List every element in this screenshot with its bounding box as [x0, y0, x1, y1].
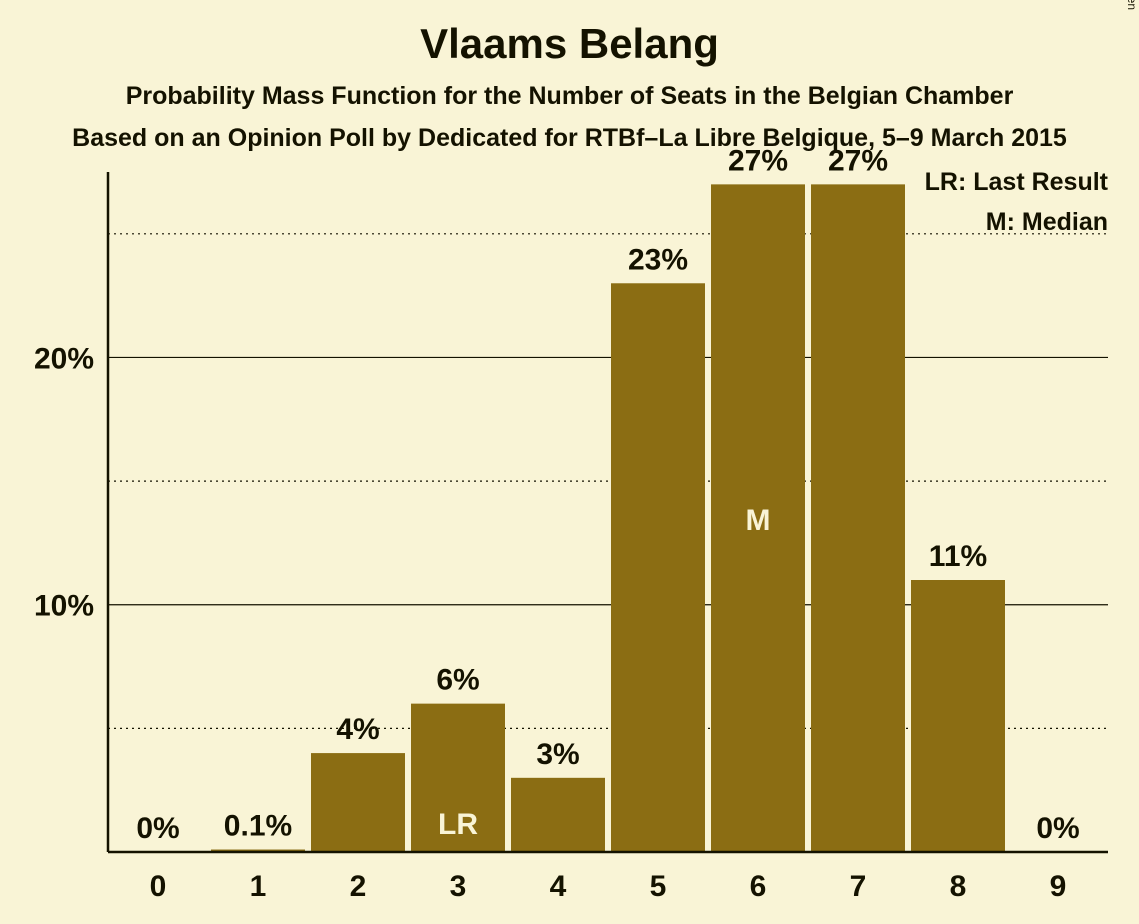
bar-value-label: 0.1%	[224, 810, 292, 843]
x-tick-label: 0	[150, 870, 167, 903]
x-tick-label: 2	[350, 870, 367, 903]
bar-inner-label: LR	[438, 808, 478, 841]
bar-value-label: 11%	[929, 540, 987, 573]
chart-subtitle-1: Probability Mass Function for the Number…	[126, 82, 1014, 110]
y-tick-label: 20%	[34, 342, 94, 375]
bar-inner-label: M	[746, 504, 771, 537]
x-tick-label: 1	[250, 870, 267, 903]
bar-value-label: 27%	[728, 144, 788, 177]
chart-title: Vlaams Belang	[420, 20, 719, 67]
bar	[311, 753, 405, 852]
bar	[811, 184, 905, 852]
bar-value-label: 3%	[536, 738, 579, 771]
bar-value-label: 0%	[1036, 812, 1079, 845]
x-tick-label: 7	[850, 870, 867, 903]
chart-subtitle-2: Based on an Opinion Poll by Dedicated fo…	[72, 124, 1067, 152]
bar-value-label: 6%	[436, 664, 479, 697]
copyright-label: © 2019 Filip van Laenen	[1125, 0, 1139, 10]
bar-value-label: 27%	[828, 144, 888, 177]
x-tick-label: 5	[650, 870, 667, 903]
bar	[911, 580, 1005, 852]
x-tick-label: 9	[1050, 870, 1067, 903]
x-tick-label: 6	[750, 870, 767, 903]
bar-value-label: 0%	[136, 812, 179, 845]
legend-line: LR: Last Result	[925, 168, 1109, 196]
bar	[611, 283, 705, 852]
bar-value-label: 23%	[628, 243, 688, 276]
x-tick-label: 3	[450, 870, 467, 903]
legend-line: M: Median	[986, 208, 1108, 236]
bar-value-label: 4%	[336, 713, 379, 746]
pmf-bar-chart: Vlaams Belang Probability Mass Function f…	[0, 0, 1139, 924]
x-tick-label: 8	[950, 870, 967, 903]
bar	[511, 778, 605, 852]
x-tick-label: 4	[550, 870, 567, 903]
y-tick-label: 10%	[34, 590, 94, 623]
